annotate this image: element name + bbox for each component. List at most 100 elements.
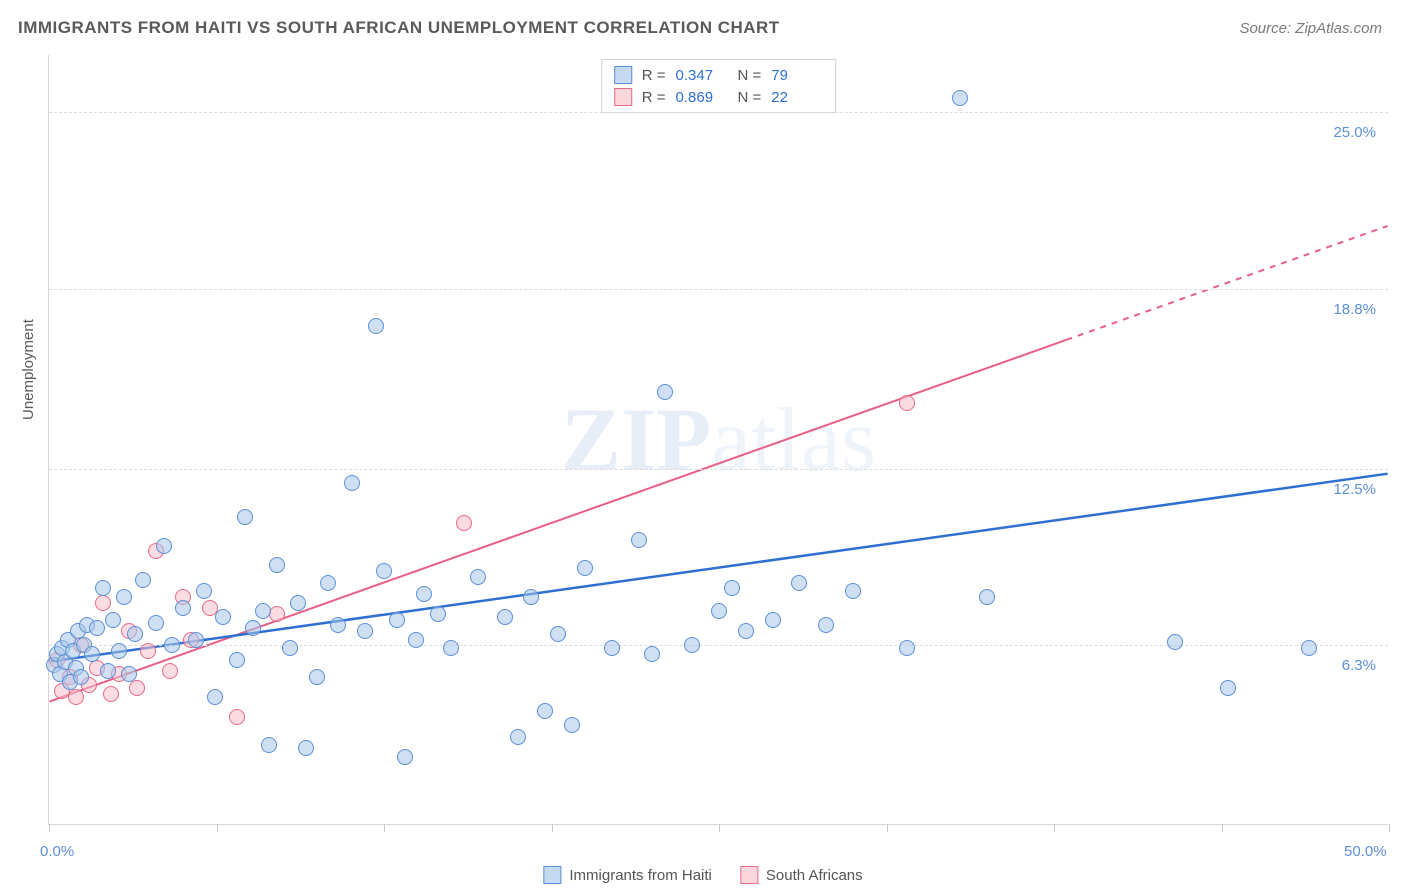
data-point-blue	[430, 606, 446, 622]
data-point-blue	[657, 384, 673, 400]
data-point-blue	[1167, 634, 1183, 650]
data-point-blue	[269, 557, 285, 573]
swatch-blue	[543, 866, 561, 884]
data-point-blue	[899, 640, 915, 656]
legend-label: Immigrants from Haiti	[569, 867, 712, 884]
data-point-blue	[724, 580, 740, 596]
data-point-blue	[215, 609, 231, 625]
data-point-blue	[644, 646, 660, 662]
data-point-blue	[245, 620, 261, 636]
data-point-blue	[156, 538, 172, 554]
data-point-blue	[376, 563, 392, 579]
data-point-blue	[290, 595, 306, 611]
source-attribution: Source: ZipAtlas.com	[1239, 20, 1382, 37]
data-point-blue	[684, 637, 700, 653]
data-point-blue	[537, 703, 553, 719]
r-value-blue: 0.347	[676, 67, 728, 84]
data-point-blue	[237, 509, 253, 525]
data-point-pink	[95, 595, 111, 611]
legend-item-south-africa: South Africans	[740, 866, 863, 884]
gridline	[49, 112, 1388, 113]
data-point-pink	[456, 515, 472, 531]
swatch-blue	[614, 66, 632, 84]
data-point-blue	[95, 580, 111, 596]
data-point-pink	[140, 643, 156, 659]
data-point-blue	[188, 632, 204, 648]
data-point-pink	[103, 686, 119, 702]
r-label: R =	[642, 89, 666, 106]
data-point-pink	[899, 395, 915, 411]
data-point-blue	[111, 643, 127, 659]
data-point-blue	[261, 737, 277, 753]
data-point-blue	[298, 740, 314, 756]
data-point-blue	[330, 617, 346, 633]
data-point-blue	[1220, 680, 1236, 696]
legend-row-pink: R = 0.869 N = 22	[614, 86, 824, 108]
gridline	[49, 289, 1388, 290]
legend-item-haiti: Immigrants from Haiti	[543, 866, 712, 884]
data-point-pink	[68, 689, 84, 705]
y-axis-label: Unemployment	[20, 319, 37, 420]
data-point-pink	[269, 606, 285, 622]
series-legend: Immigrants from Haiti South Africans	[543, 866, 862, 884]
n-label: N =	[738, 89, 762, 106]
r-value-pink: 0.869	[676, 89, 728, 106]
x-max-label: 50.0%	[1344, 843, 1387, 860]
data-point-blue	[738, 623, 754, 639]
y-tick-label: 12.5%	[1306, 481, 1376, 498]
x-tick	[719, 824, 720, 832]
trendlines	[49, 55, 1388, 824]
y-tick-label: 25.0%	[1306, 124, 1376, 141]
y-tick-label: 18.8%	[1306, 301, 1376, 318]
data-point-blue	[357, 623, 373, 639]
data-point-blue	[791, 575, 807, 591]
data-point-blue	[368, 318, 384, 334]
data-point-blue	[408, 632, 424, 648]
data-point-blue	[470, 569, 486, 585]
data-point-blue	[389, 612, 405, 628]
data-point-blue	[443, 640, 459, 656]
data-point-blue	[73, 669, 89, 685]
x-tick	[1054, 824, 1055, 832]
data-point-blue	[397, 749, 413, 765]
swatch-pink	[740, 866, 758, 884]
data-point-blue	[765, 612, 781, 628]
data-point-blue	[523, 589, 539, 605]
data-point-pink	[129, 680, 145, 696]
legend-row-blue: R = 0.347 N = 79	[614, 64, 824, 86]
data-point-blue	[148, 615, 164, 631]
n-value-pink: 22	[771, 89, 823, 106]
r-label: R =	[642, 67, 666, 84]
data-point-blue	[818, 617, 834, 633]
data-point-pink	[229, 709, 245, 725]
data-point-blue	[320, 575, 336, 591]
n-value-blue: 79	[771, 67, 823, 84]
n-label: N =	[738, 67, 762, 84]
scatter-plot-area: ZIPatlas R = 0.347 N = 79 R = 0.869 N = …	[48, 55, 1388, 825]
x-tick	[552, 824, 553, 832]
y-tick-label: 6.3%	[1306, 657, 1376, 674]
correlation-legend: R = 0.347 N = 79 R = 0.869 N = 22	[601, 59, 837, 113]
data-point-blue	[979, 589, 995, 605]
data-point-blue	[1301, 640, 1317, 656]
data-point-blue	[164, 637, 180, 653]
data-point-blue	[952, 90, 968, 106]
data-point-blue	[631, 532, 647, 548]
chart-title: IMMIGRANTS FROM HAITI VS SOUTH AFRICAN U…	[18, 18, 780, 38]
data-point-blue	[116, 589, 132, 605]
gridline	[49, 645, 1388, 646]
x-tick	[887, 824, 888, 832]
data-point-blue	[229, 652, 245, 668]
data-point-blue	[416, 586, 432, 602]
x-tick	[49, 824, 50, 832]
x-tick	[1222, 824, 1223, 832]
x-min-label: 0.0%	[40, 843, 74, 860]
data-point-blue	[309, 669, 325, 685]
data-point-blue	[604, 640, 620, 656]
data-point-blue	[207, 689, 223, 705]
watermark: ZIPatlas	[561, 388, 876, 491]
x-tick	[384, 824, 385, 832]
data-point-blue	[135, 572, 151, 588]
data-point-blue	[344, 475, 360, 491]
data-point-pink	[162, 663, 178, 679]
